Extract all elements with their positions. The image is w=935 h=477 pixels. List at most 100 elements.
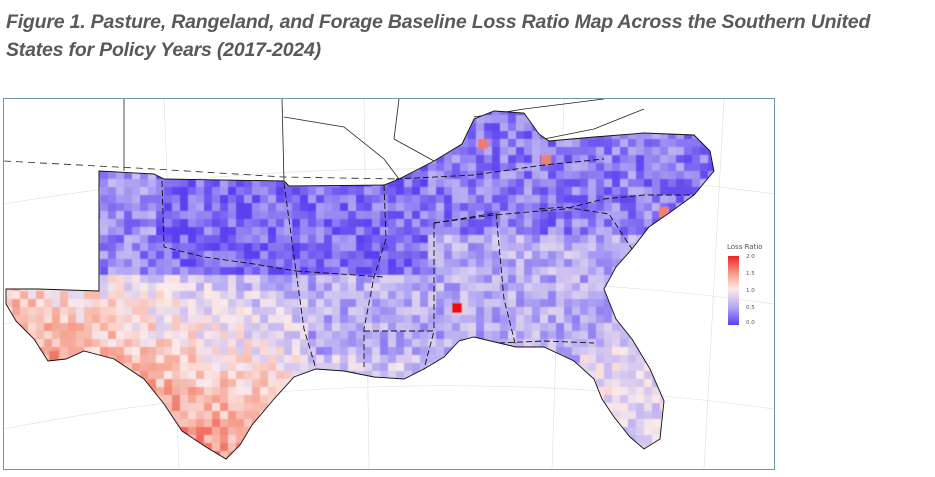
heatmap-cell [244, 419, 253, 428]
heatmap-cell [540, 147, 549, 156]
heatmap-cell [740, 363, 749, 372]
heatmap-cell [188, 403, 197, 412]
heatmap-cell [188, 99, 197, 108]
heatmap-cell [740, 403, 749, 412]
heatmap-cell [228, 323, 237, 332]
heatmap-cell [204, 111, 213, 116]
heatmap-cell [580, 395, 589, 404]
heatmap-cell [316, 99, 325, 108]
heatmap-cell [708, 267, 714, 276]
heatmap-cell [436, 179, 445, 188]
heatmap-cell [636, 111, 645, 116]
heatmap-cell [260, 131, 269, 140]
heatmap-cell [732, 147, 741, 156]
heatmap-cell [20, 467, 29, 469]
heatmap-cell [356, 435, 365, 444]
heatmap-cell [204, 219, 213, 228]
heatmap-cell [636, 171, 645, 180]
heatmap-cell [668, 299, 677, 308]
heatmap-cell [644, 243, 653, 252]
heatmap-cell [484, 139, 493, 148]
heatmap-cell [732, 227, 741, 236]
heatmap-cell [44, 147, 53, 156]
heatmap-cell [340, 379, 349, 388]
heatmap-cell [468, 155, 477, 164]
heatmap-cell [660, 179, 669, 188]
heatmap-cell [476, 331, 485, 340]
heatmap-cell [476, 355, 485, 364]
heatmap-cell [180, 139, 189, 148]
heatmap-cell [564, 395, 573, 404]
heatmap-cell [52, 187, 61, 196]
heatmap-cell [692, 111, 701, 116]
heatmap-cell [356, 243, 365, 252]
heatmap-cell [268, 111, 277, 116]
heatmap-cell [556, 395, 565, 404]
heatmap-cell [660, 187, 669, 196]
heatmap-cell [196, 307, 205, 316]
heatmap-cell [220, 235, 229, 244]
heatmap-cell [188, 259, 197, 268]
heatmap-cell [188, 275, 197, 284]
heatmap-cell [652, 187, 661, 196]
heatmap-cell [516, 267, 525, 276]
heatmap-cell [572, 171, 581, 180]
heatmap-cell [340, 347, 349, 356]
heatmap-cell [332, 227, 341, 236]
heatmap-cell [300, 299, 309, 308]
heatmap-cell [76, 251, 85, 260]
heatmap-cell [348, 315, 357, 324]
heatmap-cell [244, 467, 253, 469]
heatmap-cell [476, 291, 485, 300]
heatmap-cell [644, 387, 653, 396]
heatmap-cell [484, 283, 493, 292]
heatmap-cell [684, 459, 693, 468]
heatmap-cell [396, 227, 405, 236]
heatmap-cell [772, 227, 774, 236]
heatmap-cell [420, 419, 429, 428]
heatmap-cell [164, 111, 173, 116]
heatmap-cell [60, 155, 69, 164]
heatmap-cell [156, 219, 165, 228]
heatmap-cell [84, 315, 93, 324]
heatmap-cell [676, 299, 685, 308]
heatmap-cell [68, 459, 77, 468]
heatmap-cell [84, 331, 93, 340]
heatmap-cell [180, 411, 189, 420]
heatmap-cell [564, 331, 573, 340]
heatmap-cell [220, 211, 229, 220]
legend-title: Loss Ratio [727, 243, 763, 251]
heatmap-cell [532, 187, 541, 196]
heatmap-cell [604, 243, 613, 252]
heatmap-cell [588, 243, 597, 252]
heatmap-cell [588, 115, 597, 124]
heatmap-cell [556, 235, 565, 244]
heatmap-cell [468, 443, 477, 452]
heatmap-cell [348, 403, 357, 412]
heatmap-cell [532, 211, 541, 220]
heatmap-cell [604, 139, 613, 148]
heatmap-cell [468, 379, 477, 388]
heatmap-cell [220, 371, 229, 380]
heatmap-cell [156, 115, 165, 124]
heatmap-cell [356, 235, 365, 244]
heatmap-cell [108, 179, 117, 188]
heatmap-cell [268, 195, 277, 204]
heatmap-cell [668, 259, 677, 268]
heatmap-cell [236, 115, 245, 124]
heatmap-cell [12, 387, 21, 396]
heatmap-cell [220, 123, 229, 132]
heatmap-cell [716, 339, 725, 348]
heatmap-cell [308, 203, 317, 212]
heatmap-cell [492, 299, 501, 308]
heatmap-cell [444, 187, 453, 196]
heatmap-cell [292, 147, 301, 156]
heatmap-cell [404, 195, 413, 204]
heatmap-cell [140, 387, 149, 396]
heatmap-cell [396, 147, 405, 156]
heatmap-cell [228, 227, 237, 236]
heatmap-cell [356, 339, 365, 348]
heatmap-cell [60, 291, 69, 300]
heatmap-cell [308, 411, 317, 420]
heatmap-cell [676, 323, 685, 332]
